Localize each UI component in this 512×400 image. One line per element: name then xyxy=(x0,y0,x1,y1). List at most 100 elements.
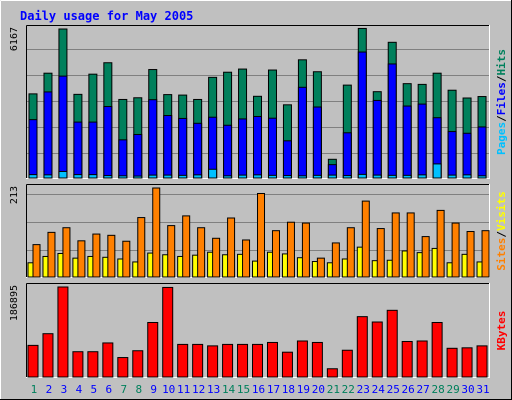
bar-files-day-14 xyxy=(223,124,233,179)
bar-sites-day-19 xyxy=(301,222,310,278)
day-label-8: 8 xyxy=(135,383,142,396)
bar-kbytes-day-7 xyxy=(117,357,129,378)
bar-kbytes-day-17 xyxy=(266,341,278,378)
bar-kbytes-day-25 xyxy=(386,309,398,378)
day-label-12: 12 xyxy=(192,383,205,396)
bar-pages-day-22 xyxy=(342,175,352,179)
bar-files-day-8 xyxy=(133,133,143,179)
day-label-6: 6 xyxy=(106,383,113,396)
legend-pages: Pages xyxy=(495,122,508,155)
bar-sites-day-3 xyxy=(62,227,71,278)
day-label-30: 30 xyxy=(461,383,474,396)
bar-files-day-7 xyxy=(118,139,128,179)
bar-kbytes-day-19 xyxy=(296,340,308,378)
bar-sites-day-29 xyxy=(451,222,460,278)
bar-sites-day-30 xyxy=(466,231,475,278)
day-label-31: 31 xyxy=(476,383,489,396)
bar-pages-day-2 xyxy=(43,174,53,179)
bar-pages-day-1 xyxy=(28,174,38,179)
day-label-22: 22 xyxy=(342,383,355,396)
bar-kbytes-day-3 xyxy=(57,286,69,378)
hits-panel-legend-separator: / xyxy=(495,115,508,122)
day-label-23: 23 xyxy=(357,383,370,396)
bar-pages-day-9 xyxy=(148,174,158,179)
bar-kbytes-day-11 xyxy=(177,343,189,378)
bar-pages-day-6 xyxy=(103,175,113,179)
day-label-21: 21 xyxy=(327,383,340,396)
day-label-19: 19 xyxy=(297,383,310,396)
bar-sites-day-21 xyxy=(331,242,340,278)
bar-kbytes-day-6 xyxy=(102,342,114,378)
day-label-28: 28 xyxy=(431,383,444,396)
bar-files-day-12 xyxy=(193,122,203,179)
bar-sites-day-24 xyxy=(376,228,385,278)
bar-files-day-11 xyxy=(178,117,188,179)
bar-files-day-18 xyxy=(282,140,292,179)
bar-pages-day-4 xyxy=(73,174,83,179)
bar-files-day-22 xyxy=(342,132,352,179)
bar-files-day-1 xyxy=(28,119,38,179)
legend-hits: Hits xyxy=(495,49,508,76)
bar-sites-day-20 xyxy=(316,257,325,278)
bar-pages-day-23 xyxy=(357,173,367,179)
bar-kbytes-day-18 xyxy=(281,351,293,378)
bar-pages-day-27 xyxy=(417,174,427,179)
bar-pages-day-13 xyxy=(208,168,218,179)
bar-pages-day-20 xyxy=(312,174,322,179)
bar-kbytes-day-22 xyxy=(341,349,353,378)
day-label-7: 7 xyxy=(120,383,127,396)
bar-files-day-23 xyxy=(357,51,367,179)
bar-sites-day-7 xyxy=(122,240,131,278)
bar-sites-day-5 xyxy=(92,233,101,278)
day-label-2: 2 xyxy=(46,383,53,396)
bar-pages-day-3 xyxy=(58,170,68,179)
bar-sites-day-15 xyxy=(242,239,251,278)
bar-kbytes-day-21 xyxy=(326,368,338,378)
bar-kbytes-day-24 xyxy=(371,321,383,378)
day-label-11: 11 xyxy=(177,383,190,396)
bar-pages-day-10 xyxy=(163,174,173,179)
bar-kbytes-day-1 xyxy=(27,344,39,378)
bar-pages-day-26 xyxy=(402,174,412,179)
bar-kbytes-day-15 xyxy=(237,343,249,378)
bar-files-day-16 xyxy=(253,115,263,179)
bar-sites-day-11 xyxy=(182,215,191,278)
day-label-17: 17 xyxy=(267,383,280,396)
bar-pages-day-15 xyxy=(238,174,248,179)
bar-files-day-9 xyxy=(148,99,158,179)
bar-sites-day-9 xyxy=(152,187,161,278)
bar-sites-day-8 xyxy=(137,217,146,278)
bar-files-day-27 xyxy=(417,103,427,179)
bar-sites-day-26 xyxy=(406,212,415,278)
bar-kbytes-day-26 xyxy=(401,340,413,378)
bar-sites-day-17 xyxy=(271,230,280,278)
bar-sites-day-23 xyxy=(361,200,370,278)
bar-kbytes-day-8 xyxy=(132,350,144,378)
bar-pages-day-14 xyxy=(223,175,233,179)
day-label-4: 4 xyxy=(76,383,83,396)
chart-title: Daily usage for May 2005 xyxy=(20,9,193,23)
legend-visits: Visits xyxy=(495,191,508,231)
bar-kbytes-day-23 xyxy=(356,316,368,378)
bar-pages-day-24 xyxy=(372,174,382,179)
bar-pages-day-12 xyxy=(193,174,203,179)
hits-panel-legend-separator: / xyxy=(495,75,508,82)
bar-sites-day-27 xyxy=(421,236,430,278)
day-labels: 1 2 3 4 5 6 7 8 9 10 11 12 13 14 15 16 17 18 19 20 21 22 23 24 2… xyxy=(31,383,490,396)
bar-sites-day-25 xyxy=(391,212,400,278)
bar-pages-day-5 xyxy=(88,174,98,179)
bar-kbytes-day-12 xyxy=(192,343,204,378)
bar-pages-day-11 xyxy=(178,174,188,179)
visits-panel-legend-separator: / xyxy=(495,231,508,238)
bar-sites-day-18 xyxy=(286,221,295,278)
bar-pages-day-30 xyxy=(462,174,472,179)
legend-files: Files xyxy=(495,82,508,115)
bar-files-day-17 xyxy=(267,117,277,179)
bar-kbytes-day-14 xyxy=(222,343,234,378)
bar-files-day-19 xyxy=(297,86,307,179)
bar-kbytes-day-9 xyxy=(147,321,159,378)
bar-files-day-15 xyxy=(238,118,248,179)
hits-panel-legend: Pages/Files/Hits xyxy=(495,49,508,155)
